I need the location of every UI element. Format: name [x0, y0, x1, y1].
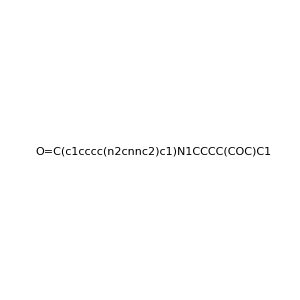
Text: O=C(c1cccc(n2cnnc2)c1)N1CCCC(COC)C1: O=C(c1cccc(n2cnnc2)c1)N1CCCC(COC)C1	[36, 146, 272, 157]
